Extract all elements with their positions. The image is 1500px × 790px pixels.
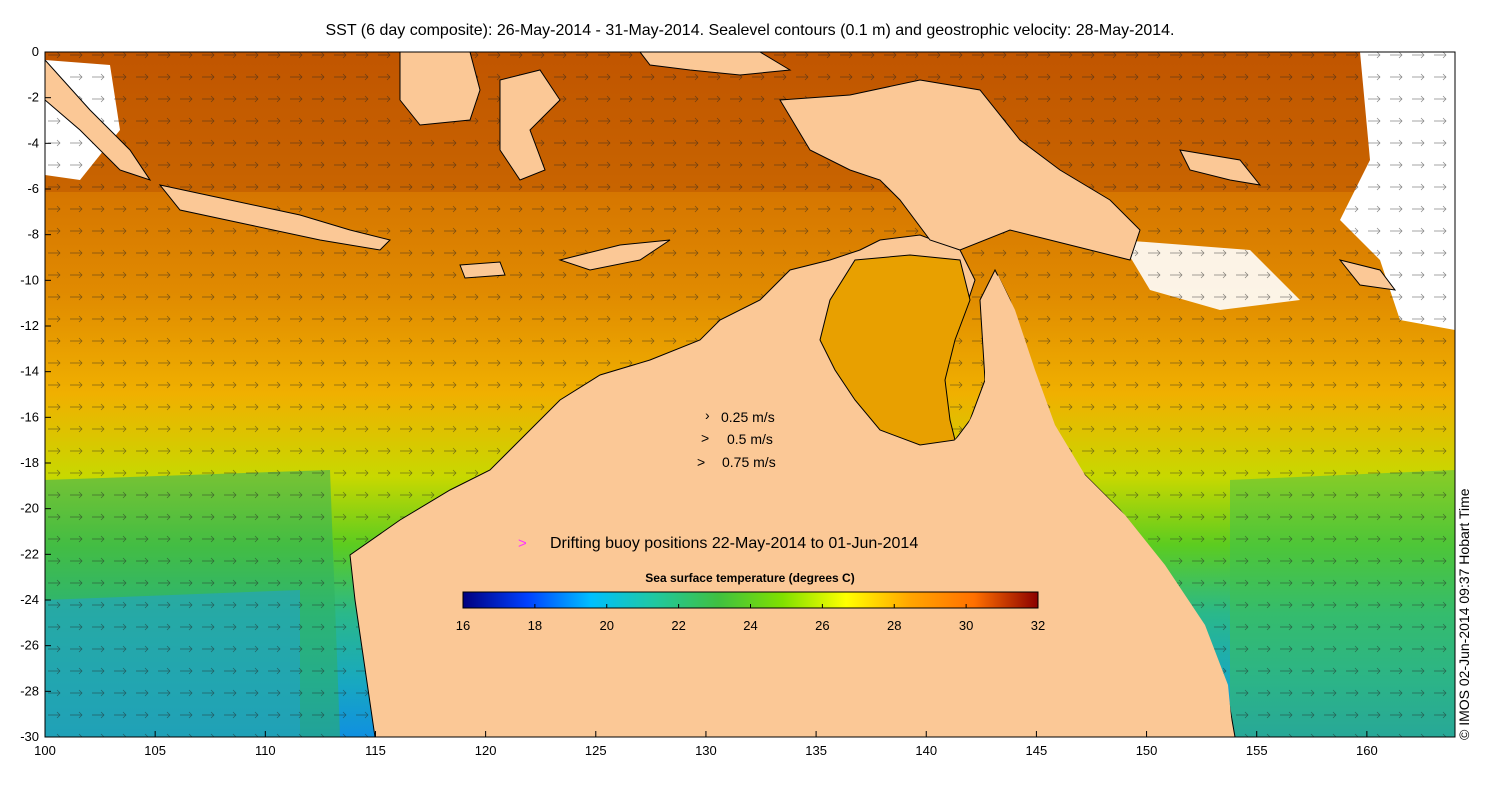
y-tick-label: -18 <box>20 455 39 470</box>
colorbar-tick-label: 18 <box>528 618 542 633</box>
x-tick-label: 105 <box>144 743 166 758</box>
velocity-arrow-1: › <box>705 407 710 423</box>
velocity-arrow-3: > <box>697 454 705 470</box>
colorbar-tick-label: 30 <box>959 618 973 633</box>
x-axis-ticks: 100 105 110 115 120 125 130 135 140 145 150 155 160 <box>34 731 1378 758</box>
velocity-arrow-2: > <box>701 430 709 446</box>
y-tick-label: -24 <box>20 592 39 607</box>
x-tick-label: 130 <box>695 743 717 758</box>
x-tick-label: 100 <box>34 743 56 758</box>
y-tick-label: -22 <box>20 546 39 561</box>
colorbar-tick-label: 28 <box>887 618 901 633</box>
colorbar-ticks: 16 18 20 22 24 26 28 30 32 <box>456 604 1045 633</box>
y-tick-label: -10 <box>20 272 39 287</box>
map-frame <box>44 51 1456 738</box>
x-tick-label: 140 <box>915 743 937 758</box>
x-tick-label: 120 <box>475 743 497 758</box>
y-tick-label: -2 <box>27 90 39 105</box>
y-tick-label: 0 <box>32 44 39 59</box>
buoy-symbol: > <box>518 535 527 552</box>
colorbar-tick-label: 32 <box>1031 618 1045 633</box>
y-tick-label: -6 <box>27 181 39 196</box>
map-title: SST (6 day composite): 26-May-2014 - 31-… <box>325 22 1175 39</box>
velocity-label-2: 0.5 m/s <box>727 431 773 447</box>
colorbar-tick-label: 26 <box>815 618 829 633</box>
x-tick-label: 125 <box>585 743 607 758</box>
velocity-label-3: 0.75 m/s <box>722 454 776 470</box>
solomon-islands <box>1338 259 1397 291</box>
colorbar-tick-label: 22 <box>671 618 685 633</box>
x-tick-label: 160 <box>1356 743 1378 758</box>
colorbar-tick-label: 16 <box>456 618 470 633</box>
buoy-legend: > Drifting buoy positions 22-May-2014 to… <box>518 535 918 552</box>
colorbar-title: Sea surface temperature (degrees C) <box>645 571 854 585</box>
velocity-legend: › 0.25 m/s > 0.5 m/s > 0.75 m/s <box>697 407 776 470</box>
java-landmass <box>158 184 391 251</box>
credit-text: © IMOS 02-Jun-2014 09:37 Hobart Time <box>1456 488 1472 740</box>
y-tick-label: -26 <box>20 638 39 653</box>
x-tick-label: 110 <box>255 743 276 758</box>
new-britain <box>1179 149 1262 186</box>
sumatra-landmass <box>45 59 152 181</box>
y-tick-label: -14 <box>20 364 39 379</box>
new-guinea-landmass <box>779 79 1141 261</box>
y-tick-label: -4 <box>27 135 39 150</box>
sulawesi-landmass <box>499 69 561 181</box>
y-tick-label: -16 <box>20 409 39 424</box>
colorbar-tick-label: 20 <box>600 618 614 633</box>
colorbar-tick-label: 24 <box>743 618 757 633</box>
x-tick-label: 155 <box>1246 743 1268 758</box>
y-tick-label: -30 <box>20 729 39 744</box>
north-islands <box>639 52 792 76</box>
velocity-label-1: 0.25 m/s <box>721 409 775 425</box>
colorbar: Sea surface temperature (degrees C) 16 18… <box>456 571 1045 633</box>
sumba-island <box>459 261 506 279</box>
y-tick-label: -12 <box>20 318 39 333</box>
x-tick-label: 135 <box>805 743 827 758</box>
timor-landmass <box>558 239 671 271</box>
y-axis-ticks: 0 -2 -4 -6 -8 -10 -12 -14 -16 -18 -20 -22 -24 -26 -28 -… <box>20 44 51 744</box>
buoy-label: Drifting buoy positions 22-May-2014 to 0… <box>550 535 918 552</box>
x-tick-label: 150 <box>1136 743 1158 758</box>
y-tick-label: -8 <box>27 227 39 242</box>
y-tick-label: -20 <box>20 501 39 516</box>
map-area <box>45 52 1455 737</box>
borneo-landmass <box>399 52 481 126</box>
x-tick-label: 145 <box>1026 743 1048 758</box>
y-tick-label: -28 <box>20 683 39 698</box>
x-tick-label: 115 <box>365 743 386 758</box>
